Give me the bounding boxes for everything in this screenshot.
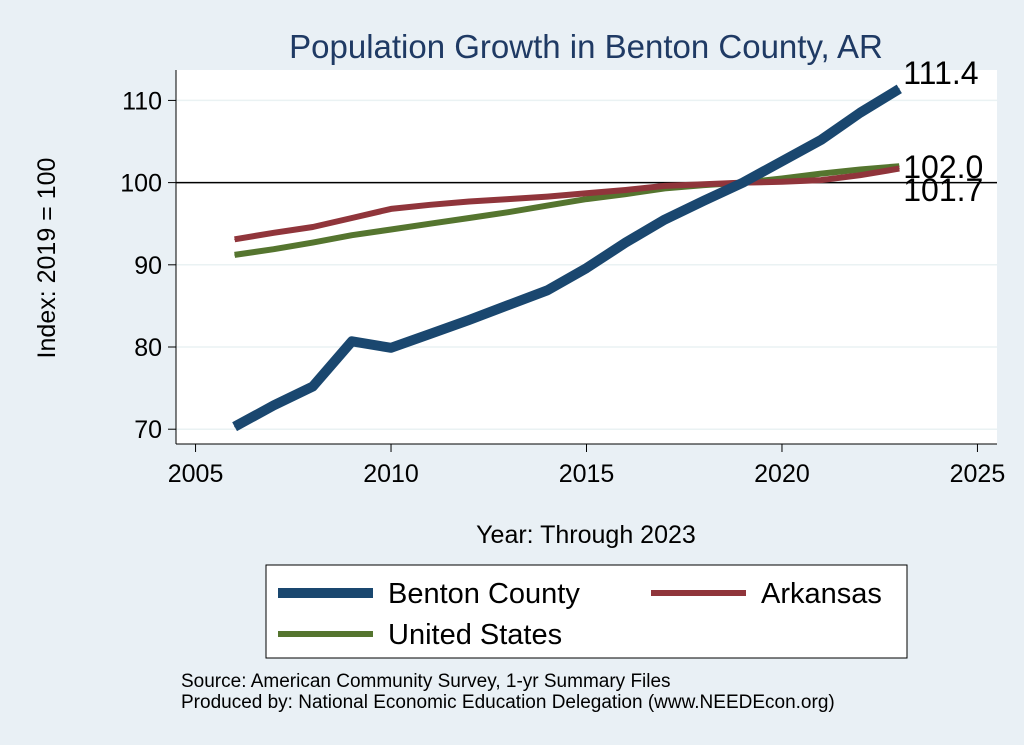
data-point-arkansas-2012 <box>468 201 470 203</box>
x-tick-label-2015: 2015 <box>559 460 615 488</box>
y-tick-label-90: 90 <box>134 252 162 280</box>
legend-box <box>265 564 908 659</box>
data-point-benton-county-2009 <box>351 340 353 342</box>
end-label-arkansas: 101.7 <box>903 172 983 208</box>
x-tick-label-2020: 2020 <box>754 460 810 488</box>
data-point-arkansas-2015 <box>586 192 587 194</box>
data-point-arkansas-2023 <box>898 168 900 170</box>
legend-label-benton-county: Benton County <box>388 578 580 610</box>
data-point-benton-county-2007 <box>273 404 275 406</box>
data-point-arkansas-2009 <box>351 217 353 219</box>
data-point-united-states-2011 <box>429 223 431 225</box>
producer-note: Produced by: National Economic Education… <box>181 692 835 713</box>
data-point-benton-county-2022 <box>859 112 861 114</box>
end-label-united-states: 102.0 <box>903 149 983 185</box>
data-point-benton-county-2021 <box>820 139 822 141</box>
legend-label-arkansas: Arkansas <box>761 578 882 610</box>
y-tick-label-70: 70 <box>134 416 162 444</box>
data-point-united-states-2006 <box>234 254 236 256</box>
data-point-benton-county-2016 <box>625 242 627 244</box>
x-tick-label-2025: 2025 <box>950 460 1006 488</box>
source-note: Source: American Community Survey, 1-yr … <box>181 671 671 692</box>
data-point-benton-county-2011 <box>429 333 431 335</box>
data-point-united-states-2020 <box>781 178 783 180</box>
data-point-united-states-2016 <box>625 193 627 195</box>
data-point-arkansas-2020 <box>781 181 783 183</box>
x-axis-label: Year: Through 2023 <box>476 521 696 549</box>
data-point-united-states-2022 <box>859 168 861 170</box>
data-point-united-states-2007 <box>273 248 275 250</box>
y-tick-label-110: 110 <box>122 87 162 115</box>
data-point-united-states-2021 <box>820 173 822 175</box>
x-tick-label-2010: 2010 <box>363 460 419 488</box>
data-point-arkansas-2018 <box>703 183 705 185</box>
data-point-arkansas-2007 <box>273 232 275 234</box>
y-tick-label-80: 80 <box>134 334 162 362</box>
series-line-benton-county <box>232 84 902 432</box>
data-point-united-states-2015 <box>586 198 587 200</box>
series-layer <box>232 84 902 432</box>
data-point-benton-county-2008 <box>312 385 314 387</box>
data-point-united-states-2013 <box>507 211 509 213</box>
end-label-benton-county: 111.4 <box>903 55 978 91</box>
data-point-benton-county-2018 <box>703 200 705 202</box>
data-point-benton-county-2014 <box>546 289 548 291</box>
data-point-arkansas-2006 <box>234 238 236 240</box>
data-point-benton-county-2017 <box>664 219 666 221</box>
data-point-united-states-2014 <box>546 205 548 207</box>
data-point-benton-county-2013 <box>507 304 509 306</box>
data-point-arkansas-2013 <box>507 198 509 200</box>
legend: Benton County Arkansas United States <box>278 578 882 651</box>
data-point-benton-county-2012 <box>468 319 470 321</box>
y-tick-label-100: 100 <box>120 170 162 198</box>
data-point-united-states-2008 <box>312 242 314 244</box>
data-point-arkansas-2008 <box>312 226 314 228</box>
series-line-united-states <box>234 163 900 258</box>
data-point-arkansas-2010 <box>390 208 392 210</box>
x-tick-label-2005: 2005 <box>168 460 224 488</box>
data-point-united-states-2010 <box>390 228 392 230</box>
data-point-arkansas-2016 <box>625 189 627 191</box>
data-point-benton-county-2015 <box>586 267 587 269</box>
data-point-benton-county-2023 <box>898 88 900 90</box>
data-point-united-states-2023 <box>898 165 900 167</box>
data-point-united-states-2012 <box>468 217 470 219</box>
data-point-benton-county-2006 <box>234 426 236 428</box>
data-point-arkansas-2021 <box>820 179 822 181</box>
data-point-arkansas-2014 <box>546 196 548 198</box>
chart-title: Population Growth in Benton County, AR <box>289 28 883 65</box>
data-point-benton-county-2010 <box>390 347 392 349</box>
data-point-arkansas-2011 <box>429 204 431 206</box>
data-point-united-states-2009 <box>351 234 353 236</box>
data-point-benton-county-2020 <box>781 160 783 162</box>
data-point-arkansas-2022 <box>859 174 861 176</box>
y-axis-label: Index: 2019 = 100 <box>33 158 61 359</box>
data-point-benton-county-2019 <box>742 182 744 184</box>
series-line-arkansas <box>234 165 900 243</box>
legend-label-united-states: United States <box>388 619 562 651</box>
axis-ticks: 70 80 90 100 110 2005 2010 2015 2020 2025 <box>120 87 1005 488</box>
data-point-arkansas-2017 <box>664 185 666 187</box>
